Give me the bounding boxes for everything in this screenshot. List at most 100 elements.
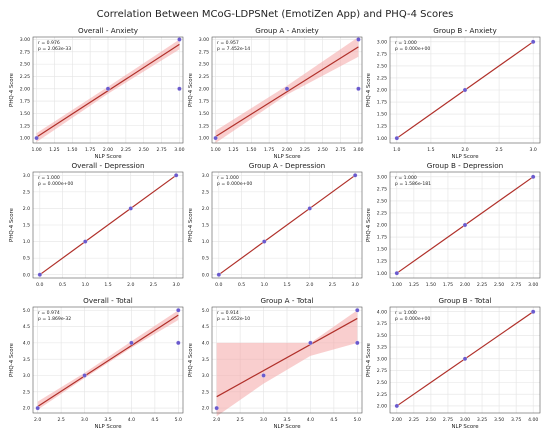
y-tick-label: 2.0 bbox=[23, 206, 30, 212]
plot-frame bbox=[211, 171, 363, 279]
y-tick-label: 2.75 bbox=[377, 186, 387, 192]
y-tick-label: 3.00 bbox=[377, 356, 387, 362]
y-tick-label: 2.5 bbox=[202, 189, 209, 195]
stats-annotation: p = 7.452e-14 bbox=[217, 46, 250, 52]
y-axis-label: PHQ-4 Score bbox=[188, 342, 194, 377]
data-point bbox=[129, 340, 134, 346]
x-tick-label: 2.5 bbox=[57, 417, 64, 423]
regression-line bbox=[39, 174, 177, 276]
y-tick-label: 2.75 bbox=[377, 368, 387, 374]
stats-annotation: p = 1.652e-10 bbox=[217, 316, 250, 322]
data-point bbox=[35, 405, 40, 411]
y-axis-label: PHQ-4 Score bbox=[366, 72, 372, 107]
x-tick-label: 2.0 bbox=[306, 282, 313, 288]
x-tick-label: 2.00 bbox=[460, 282, 470, 288]
y-tick-label: 2.50 bbox=[377, 64, 387, 70]
x-tick-label: 1.75 bbox=[443, 282, 453, 288]
y-tick-label: 0.5 bbox=[202, 256, 209, 262]
x-tick-label: 1.00 bbox=[392, 282, 402, 288]
x-tick-label: 2.25 bbox=[477, 282, 487, 288]
stats-annotation: r = 0.974 bbox=[38, 310, 60, 316]
subplot-title: Group B - Total bbox=[438, 296, 491, 305]
y-tick-label: 1.5 bbox=[202, 223, 209, 229]
subplot-title: Overall - Total bbox=[83, 296, 133, 305]
x-tick-label: 1.5 bbox=[104, 282, 111, 288]
x-tick-label: 4.5 bbox=[330, 417, 337, 423]
y-axis-label: PHQ-4 Score bbox=[188, 72, 194, 107]
plot-frame bbox=[211, 36, 363, 144]
plot-frame bbox=[32, 306, 184, 414]
x-tick-label: 2.0 bbox=[213, 417, 220, 423]
regression-line bbox=[37, 314, 179, 407]
data-point bbox=[173, 173, 179, 178]
x-tick-label: 3.5 bbox=[104, 417, 111, 423]
x-tick-label: 2.75 bbox=[156, 147, 166, 153]
data-point bbox=[214, 405, 219, 411]
y-tick-label: 1.0 bbox=[202, 239, 209, 245]
x-tick-label: 2.0 bbox=[127, 282, 134, 288]
x-tick-label: 2.25 bbox=[121, 147, 131, 153]
plot-frame bbox=[389, 36, 541, 144]
subplot-8: 2.0 2.5 3.0 3.5 4.0 4.5 5.0 2.0 2.5 3.0 3.5 4.0 4.5 5… bbox=[188, 296, 363, 430]
x-tick-label: 1.75 bbox=[264, 147, 274, 153]
x-axis-label: NLP Score bbox=[273, 424, 301, 430]
subplot-title: Group A - Total bbox=[260, 296, 313, 305]
x-tick-label: 2.50 bbox=[318, 147, 328, 153]
data-point bbox=[213, 135, 218, 141]
y-tick-label: 2.00 bbox=[377, 223, 387, 229]
y-tick-label: 1.25 bbox=[377, 259, 387, 265]
x-tick-label: 3.5 bbox=[283, 417, 290, 423]
y-tick-label: 3.0 bbox=[23, 373, 30, 379]
x-tick-label: 1.25 bbox=[228, 147, 238, 153]
x-tick-label: 4.0 bbox=[128, 417, 135, 423]
y-tick-label: 3.0 bbox=[23, 173, 30, 179]
y-tick-label: 3.00 bbox=[199, 37, 209, 43]
x-tick-label: 1.25 bbox=[49, 147, 59, 153]
y-tick-label: 3.00 bbox=[377, 174, 387, 180]
x-tick-label: 2.5 bbox=[150, 282, 157, 288]
subplot-5: 0.0 0.5 1.0 1.5 2.0 2.5 3.0 0.0 0.5 1.0 1.5 2.0 2.5 3… bbox=[188, 161, 363, 288]
y-tick-label: 1.00 bbox=[377, 271, 387, 277]
y-axis-label: PHQ-4 Score bbox=[366, 207, 372, 242]
x-tick-label: 4.0 bbox=[307, 417, 314, 423]
data-point bbox=[394, 403, 400, 409]
x-tick-label: 5.0 bbox=[354, 417, 361, 423]
y-tick-label: 1.75 bbox=[20, 99, 30, 105]
figure-title: Correlation Between MCoG-LDPSNet (EmotiZ… bbox=[97, 9, 454, 20]
data-point bbox=[37, 272, 43, 277]
x-tick-label: 3.0 bbox=[260, 417, 267, 423]
y-tick-label: 2.0 bbox=[202, 206, 209, 212]
y-axis-label: PHQ-4 Score bbox=[9, 72, 15, 107]
x-tick-label: 3.50 bbox=[494, 417, 504, 423]
x-tick-label: 2.5 bbox=[329, 282, 336, 288]
y-tick-label: 2.00 bbox=[377, 88, 387, 94]
x-tick-label: 4.00 bbox=[528, 417, 538, 423]
y-tick-label: 1.00 bbox=[377, 136, 387, 142]
stats-annotation: p = 2.063e-33 bbox=[38, 46, 71, 52]
data-point bbox=[176, 340, 181, 346]
x-axis-label: NLP Score bbox=[94, 154, 122, 160]
x-tick-label: 3.00 bbox=[528, 282, 538, 288]
plot-frame bbox=[389, 171, 541, 279]
y-tick-label: 2.75 bbox=[20, 49, 30, 55]
stats-annotation: r = 0.914 bbox=[217, 310, 239, 316]
x-tick-label: 2.5 bbox=[495, 147, 502, 153]
subplot-title: Overall - Anxiety bbox=[78, 26, 139, 35]
y-tick-label: 4.0 bbox=[202, 340, 209, 346]
x-tick-label: 3.00 bbox=[174, 147, 184, 153]
x-tick-label: 3.0 bbox=[173, 282, 180, 288]
y-tick-label: 1.75 bbox=[377, 100, 387, 106]
stats-annotation: p = 0.000e+00 bbox=[395, 46, 430, 52]
stats-annotation: r = 0.976 bbox=[38, 40, 60, 46]
data-point bbox=[105, 86, 111, 92]
data-point bbox=[176, 308, 181, 313]
y-tick-label: 2.25 bbox=[377, 392, 387, 398]
data-point bbox=[462, 356, 468, 362]
y-tick-label: 1.25 bbox=[377, 124, 387, 130]
y-tick-label: 3.00 bbox=[20, 37, 30, 43]
data-point bbox=[356, 37, 361, 42]
y-tick-label: 1.50 bbox=[377, 247, 387, 253]
x-tick-label: 2.75 bbox=[511, 282, 521, 288]
y-tick-label: 2.25 bbox=[377, 76, 387, 82]
